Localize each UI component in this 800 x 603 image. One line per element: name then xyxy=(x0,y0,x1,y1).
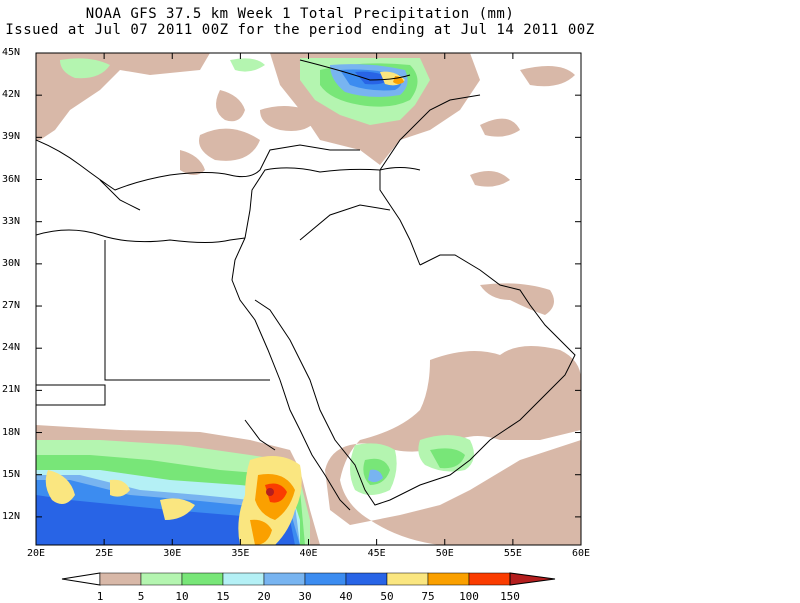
colorbar-label: 5 xyxy=(137,590,145,603)
lat-label: 12N xyxy=(2,510,21,522)
colorbar-label: 150 xyxy=(500,590,520,603)
lon-label: 35E xyxy=(231,548,250,559)
colorbar-label: 100 xyxy=(459,590,479,603)
colorbar-segment xyxy=(386,572,429,586)
lat-label: 15N xyxy=(2,468,21,480)
lon-label: 50E xyxy=(435,548,454,559)
colorbar xyxy=(61,572,556,586)
lat-label: 24N xyxy=(2,342,21,354)
colorbar-label: 75 xyxy=(421,590,435,603)
colorbar-segment xyxy=(509,572,556,586)
colorbar-segment xyxy=(345,572,388,586)
colorbar-label: 20 xyxy=(257,590,271,603)
colorbar-label: 50 xyxy=(380,590,394,603)
lat-label: 39N xyxy=(2,131,21,143)
lat-label: 18N xyxy=(2,426,21,438)
colorbar-segment xyxy=(99,572,142,586)
lat-label: 45N xyxy=(2,47,21,58)
lon-label: 45E xyxy=(367,548,386,559)
lon-label: 55E xyxy=(503,548,522,559)
colorbar-segment xyxy=(263,572,306,586)
colorbar-label: 15 xyxy=(216,590,230,603)
colorbar-label: 10 xyxy=(175,590,189,603)
colorbar-segment xyxy=(427,572,470,586)
colorbar-segment xyxy=(181,572,224,586)
lon-label: 20E xyxy=(26,548,46,559)
lon-label: 30E xyxy=(163,548,182,559)
lat-label: 27N xyxy=(2,300,21,312)
lat-label: 21N xyxy=(2,384,21,396)
map-title: NOAA GFS 37.5 km Week 1 Total Precipitat… xyxy=(85,6,515,22)
coastlines xyxy=(36,59,576,511)
colorbar-label: 30 xyxy=(298,590,312,603)
lat-label: 30N xyxy=(2,257,21,269)
colorbar-segment xyxy=(61,572,101,586)
lon-label: 40E xyxy=(299,548,318,559)
colorbar-segment xyxy=(304,572,347,586)
map-subtitle: Issued at Jul 07 2011 00Z for the period… xyxy=(5,22,595,38)
colorbar-label: 1 xyxy=(96,590,104,603)
lat-label: 36N xyxy=(2,173,21,185)
precipitation-fields xyxy=(36,53,581,545)
colorbar-label: 40 xyxy=(339,590,353,603)
colorbar-segment xyxy=(140,572,183,586)
lat-label: 42N xyxy=(2,89,21,101)
lon-label: 60E xyxy=(571,548,591,559)
colorbar-segment xyxy=(222,572,265,586)
precip-over-150mm xyxy=(266,488,274,496)
lon-label: 25E xyxy=(95,548,114,559)
colorbar-segment xyxy=(468,572,511,586)
lat-label: 33N xyxy=(2,215,21,227)
axis-ticks xyxy=(35,52,582,545)
